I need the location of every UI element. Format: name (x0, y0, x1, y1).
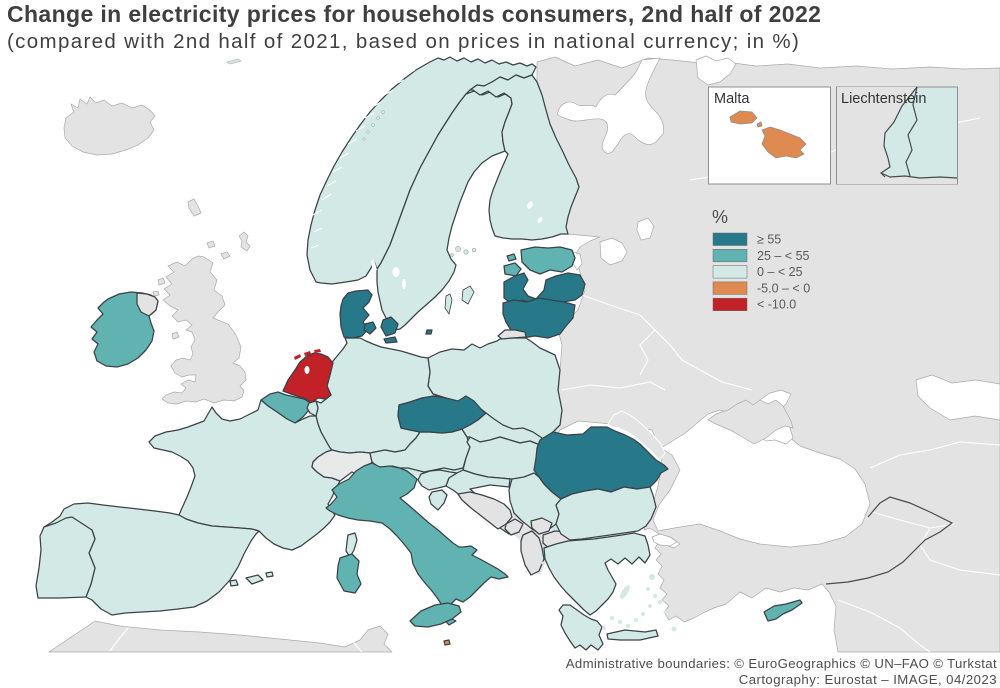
svg-text:Liechtenstein: Liechtenstein (841, 91, 926, 107)
svg-text:-5.0 – < 0: -5.0 – < 0 (757, 281, 810, 295)
svg-text:%: % (712, 207, 728, 227)
svg-text:Administrative boundaries: © E: Administrative boundaries: © EuroGeograp… (566, 656, 997, 671)
svg-text:≥ 55: ≥ 55 (757, 233, 781, 247)
svg-text:< -10.0: < -10.0 (757, 298, 796, 312)
svg-text:Cartography: Eurostat – IMAGE,: Cartography: Eurostat – IMAGE, 04/2023 (739, 672, 997, 687)
svg-text:Malta: Malta (714, 91, 750, 107)
svg-text:0 – < 25: 0 – < 25 (757, 265, 803, 279)
svg-text:25 – < 55: 25 – < 55 (757, 249, 810, 263)
